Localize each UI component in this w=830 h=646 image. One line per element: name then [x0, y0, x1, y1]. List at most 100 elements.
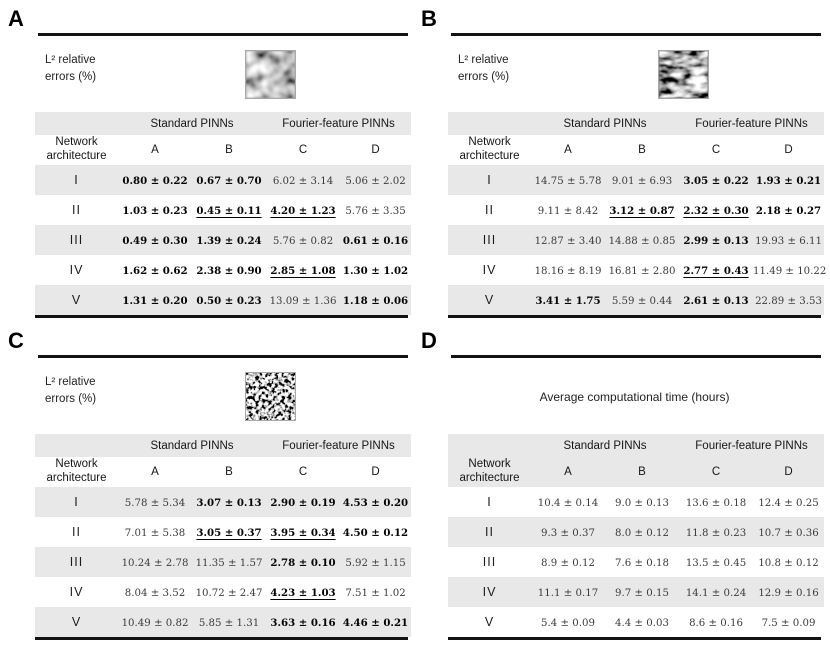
column-header-a: A: [531, 457, 605, 487]
error-value: 19.93 ± 6.11: [755, 236, 822, 247]
error-value: 3.05 ± 0.37: [196, 527, 262, 539]
error-value: 9.11 ± 8.42: [537, 206, 599, 217]
table-row-iv: IV 18.16 ± 8.19 16.81 ± 2.80 2.77 ± 0.43 11.…: [448, 255, 827, 285]
error-value: 0.49 ± 0.30: [122, 235, 188, 247]
error-value: 5.78 ± 5.34: [124, 498, 186, 509]
bottom-rule: [448, 315, 821, 318]
table-row-iii: III 10.24 ± 2.78 11.35 ± 1.57 2.78 ± 0.10 5.…: [35, 547, 412, 577]
value-cell: 8.0 ± 0.12: [605, 517, 680, 547]
row-header-line: Network: [468, 458, 511, 471]
table-row-v: V 3.41 ± 1.75 5.59 ± 0.44 2.61 ± 0.13 22.89 …: [448, 285, 825, 315]
value-cell: 3.07 ± 0.13: [192, 487, 267, 517]
row-header-network-architecture: Network architecture: [448, 135, 531, 165]
error-value: 10.7 ± 0.36: [758, 528, 819, 539]
architecture-label: IV: [69, 585, 84, 599]
row-header-line: Network: [55, 458, 98, 471]
value-cell: 4.46 ± 0.21: [340, 607, 412, 637]
column-header-d: D: [371, 466, 380, 478]
group-header-standard-pinns: Standard PINNs: [118, 434, 267, 457]
error-value: 0.67 ± 0.70: [196, 175, 262, 187]
architecture-label: II: [72, 525, 81, 539]
panel-label: B: [421, 6, 438, 31]
row-header-line: architecture: [459, 150, 520, 162]
value-cell: 6.02 ± 3.14: [266, 165, 341, 195]
table-row-iii: III 12.87 ± 3.40 14.88 ± 0.85 2.99 ± 0.13 19…: [448, 225, 825, 255]
error-value: 4.46 ± 0.21: [342, 617, 409, 629]
value-cell: 4.50 ± 0.12: [340, 517, 411, 547]
panel-caption: L² relative errors (%): [45, 52, 96, 85]
caption-line2: errors (%): [45, 70, 97, 83]
value-cell: 2.99 ± 0.13: [679, 225, 754, 255]
value-cell: 10.72 ± 2.47: [192, 577, 266, 607]
value-cell: 9.0 ± 0.13: [605, 487, 679, 517]
value-cell: 11.35 ± 1.57: [192, 547, 267, 577]
error-value: 2.85 ± 1.08: [270, 265, 336, 277]
results-table: Standard PINNs Fourier-feature PINNs Netwo…: [448, 112, 827, 315]
value-cell: 1.30 ± 1.02: [340, 255, 411, 285]
panel-caption: L² relative errors (%): [45, 374, 96, 407]
error-value: 5.06 ± 2.02: [345, 176, 406, 187]
error-value: 9.7 ± 0.15: [615, 588, 669, 599]
architecture-label: II: [448, 517, 531, 547]
value-cell: 0.45 ± 0.11: [192, 195, 266, 225]
panel-b: B L² relative errors (%) Standard PINNs F…: [421, 6, 827, 324]
bottom-rule: [35, 637, 408, 640]
value-cell: 2.77 ± 0.43: [679, 255, 753, 285]
panel-label: D: [421, 328, 438, 353]
architecture-label: III: [35, 547, 118, 577]
row-header-line: architecture: [459, 472, 520, 484]
error-value: 4.23 ± 1.03: [270, 587, 336, 599]
error-value: 1.93 ± 0.21: [755, 175, 822, 187]
value-cell: 5.76 ± 0.82: [266, 225, 341, 255]
panel-label: A: [8, 6, 25, 31]
error-value: 2.38 ± 0.90: [196, 265, 262, 277]
value-cell: 7.01 ± 5.38: [118, 517, 192, 547]
architecture-label: I: [35, 165, 118, 195]
table-row-iii: III 8.9 ± 0.12 7.6 ± 0.18 13.5 ± 0.45 10.8 ±…: [448, 547, 824, 577]
value-cell: 7.5 ± 0.09: [753, 607, 824, 637]
error-value: 12.9 ± 0.16: [758, 588, 819, 599]
table-row-v: V 5.4 ± 0.09 4.4 ± 0.03 8.6 ± 0.16 7.5 ± 0.0…: [448, 607, 824, 637]
error-value: 14.88 ± 0.85: [608, 236, 676, 247]
results-table: Standard PINNs Fourier-feature PINNs Netwo…: [448, 434, 825, 637]
value-cell: 10.8 ± 0.12: [753, 547, 824, 577]
value-cell: 2.85 ± 1.08: [266, 255, 340, 285]
value-cell: 1.93 ± 0.21: [753, 165, 825, 195]
column-header-b: B: [605, 457, 680, 487]
panel-label: C: [8, 328, 25, 353]
value-cell: 14.75 ± 5.78: [531, 165, 605, 195]
error-value: 10.24 ± 2.78: [121, 558, 189, 569]
error-value: 5.85 ± 1.31: [198, 618, 260, 629]
error-value: 3.95 ± 0.34: [270, 527, 336, 539]
column-header-d: D: [753, 457, 825, 487]
error-value: 13.6 ± 0.18: [685, 498, 747, 509]
error-value: 0.50 ± 0.23: [196, 295, 262, 307]
table-row-iii: III 0.49 ± 0.30 1.39 ± 0.24 5.76 ± 0.82 0.61…: [35, 225, 412, 255]
top-rule: [451, 355, 821, 358]
table-row-ii: II 7.01 ± 5.38 3.05 ± 0.37 3.95 ± 0.34 4.50 …: [35, 517, 411, 547]
error-value: 1.39 ± 0.24: [196, 235, 262, 247]
panel-caption: L² relative errors (%): [458, 52, 509, 85]
value-cell: 7.6 ± 0.18: [605, 547, 679, 577]
error-value: 3.12 ± 0.87: [609, 205, 675, 217]
error-value: 2.18 ± 0.27: [755, 205, 822, 217]
corner-cell: [35, 434, 118, 457]
group-header-standard-pinns: Standard PINNs: [531, 434, 680, 457]
value-cell: 4.23 ± 1.03: [266, 577, 340, 607]
error-value: 1.30 ± 1.02: [342, 265, 409, 277]
value-cell: 5.78 ± 5.34: [118, 487, 192, 517]
error-value: 1.18 ± 0.06: [342, 295, 409, 307]
error-value: 2.61 ± 0.13: [683, 295, 749, 307]
pinn-results-table: Standard PINNs Fourier-feature PINNs Netwo…: [448, 434, 825, 637]
value-cell: 11.49 ± 10.22: [753, 255, 826, 285]
error-value: 1.62 ± 0.62: [122, 265, 188, 277]
corner-cell: [448, 434, 531, 457]
error-value: 5.76 ± 3.35: [345, 206, 406, 217]
value-cell: 2.32 ± 0.30: [679, 195, 753, 225]
top-rule: [451, 33, 821, 36]
value-cell: 3.95 ± 0.34: [266, 517, 340, 547]
error-value: 3.05 ± 0.22: [683, 175, 749, 187]
bottom-rule: [35, 315, 408, 318]
error-value: 7.51 ± 1.02: [345, 588, 406, 599]
